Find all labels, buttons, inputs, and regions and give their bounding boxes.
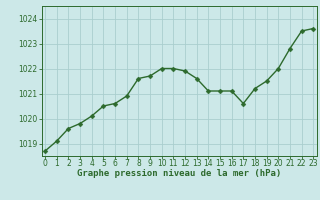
X-axis label: Graphe pression niveau de la mer (hPa): Graphe pression niveau de la mer (hPa): [77, 169, 281, 178]
